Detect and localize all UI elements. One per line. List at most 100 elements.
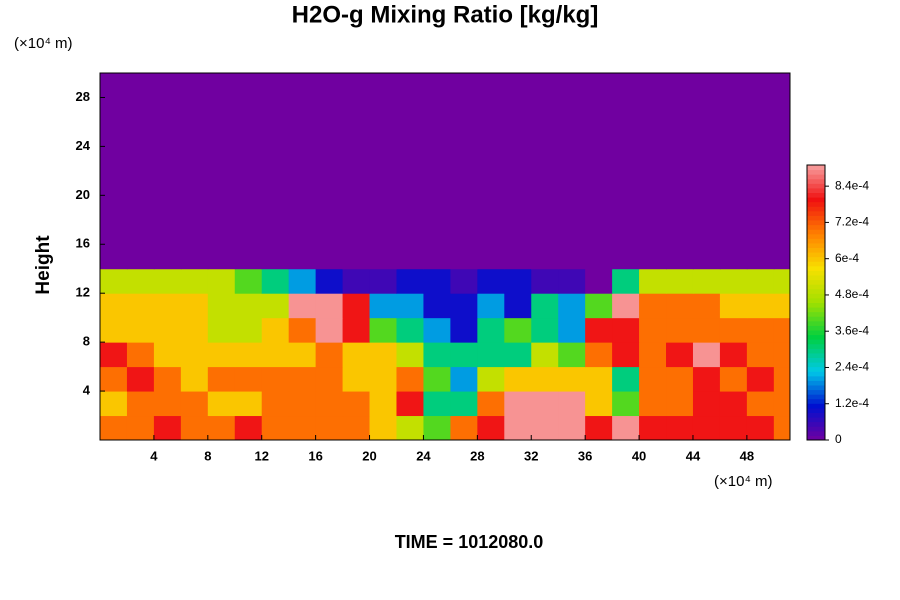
colorbar-segment <box>807 169 825 175</box>
field-cell <box>558 391 586 417</box>
field-cell <box>180 293 209 319</box>
field-cell <box>531 268 559 294</box>
colorbar-segment <box>807 206 825 212</box>
field-cell <box>207 73 236 270</box>
field-cell <box>396 268 424 294</box>
field-cell <box>773 342 791 368</box>
field-cell <box>746 342 775 368</box>
time-annotation: TIME = 1012080.0 <box>395 532 544 552</box>
field-cell <box>234 415 263 441</box>
colorbar-segment <box>807 343 825 349</box>
field-cell <box>612 73 640 270</box>
y-tick-label: 8 <box>83 334 90 349</box>
field-cell <box>719 293 748 319</box>
field-cell <box>180 73 209 270</box>
field-cell <box>315 293 344 319</box>
field-cell <box>692 415 721 441</box>
colorbar-segment <box>807 320 825 326</box>
field-cell <box>369 268 397 294</box>
colorbar-segment <box>807 394 825 400</box>
field-cell <box>315 317 344 343</box>
field-cell <box>504 415 532 441</box>
field-cell <box>180 391 209 417</box>
field-cell <box>207 268 236 294</box>
colorbar-segment <box>807 362 825 368</box>
field-cell <box>585 415 613 441</box>
field-cell <box>746 293 775 319</box>
field-cell <box>342 73 371 270</box>
field-cell <box>746 268 775 294</box>
field-cell <box>585 268 613 294</box>
field-cell <box>639 366 667 392</box>
field-cell <box>126 293 155 319</box>
field-cell <box>396 293 424 319</box>
field-cell <box>100 342 128 368</box>
field-cell <box>261 366 290 392</box>
field-cell <box>746 391 775 417</box>
field-cell <box>369 391 397 417</box>
field-cell <box>288 366 317 392</box>
field-cell <box>180 366 209 392</box>
field-cell <box>746 317 775 343</box>
x-tick-label: 12 <box>254 448 268 463</box>
field-cell <box>692 391 721 417</box>
field-cell <box>100 317 128 343</box>
field-cell <box>234 268 263 294</box>
field-cell <box>639 293 667 319</box>
colorbar-segment <box>807 265 825 271</box>
axes: 4 8 12 16 20 24 28 32 36 40 44 4848121620242801.2e-… <box>76 72 869 463</box>
field-cell <box>666 342 694 368</box>
field-cell <box>261 342 290 368</box>
x-unit-label: (×10⁴ m) <box>714 473 773 490</box>
x-tick-label: 4 <box>150 448 158 463</box>
field-cell <box>423 293 451 319</box>
colorbar-segment <box>807 275 825 281</box>
x-tick-label: 44 <box>686 448 701 463</box>
field-cell <box>423 73 451 270</box>
field-cell <box>773 293 791 319</box>
colorbar-tick-label: 6e-4 <box>835 251 859 265</box>
field-cell <box>746 415 775 441</box>
field-cell <box>288 73 317 270</box>
field-cell <box>126 342 155 368</box>
y-tick-label: 4 <box>83 383 91 398</box>
colorbar-segment <box>807 174 825 180</box>
field-cell <box>423 366 451 392</box>
chart-title: H2O-g Mixing Ratio [kg/kg] <box>292 1 599 28</box>
colorbar-segment <box>807 233 825 239</box>
field-cell <box>153 342 182 368</box>
field-cell <box>100 366 128 392</box>
field-cell <box>639 268 667 294</box>
colorbar-segment <box>807 270 825 276</box>
field-cell <box>207 342 236 368</box>
colorbar-segment <box>807 252 825 258</box>
y-tick-label: 24 <box>76 138 91 153</box>
field-cell <box>692 342 721 368</box>
field-cell <box>207 293 236 319</box>
field-cell <box>369 293 397 319</box>
colorbar-segment <box>807 380 825 386</box>
field-cell <box>315 366 344 392</box>
field-cell <box>153 73 182 270</box>
field-cell <box>477 342 505 368</box>
field-cell <box>288 391 317 417</box>
field-cell <box>450 415 478 441</box>
field-cell <box>450 73 478 270</box>
colorbar-segment <box>807 201 825 207</box>
colorbar-segment <box>807 238 825 244</box>
colorbar-segment <box>807 398 825 404</box>
x-tick-label: 24 <box>416 448 431 463</box>
y-tick-label: 12 <box>76 285 90 300</box>
field-cell <box>719 268 748 294</box>
field-cell <box>234 391 263 417</box>
field-cell <box>153 366 182 392</box>
field-cell <box>369 73 397 270</box>
field-cell <box>126 268 155 294</box>
field-cell <box>423 268 451 294</box>
field-cell <box>342 415 371 441</box>
colorbar-segment <box>807 192 825 198</box>
field-cell <box>207 317 236 343</box>
field-cell <box>692 293 721 319</box>
colorbar-segment <box>807 412 825 418</box>
